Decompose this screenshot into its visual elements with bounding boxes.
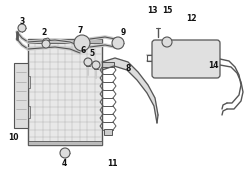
Text: 15: 15 bbox=[162, 6, 172, 15]
Circle shape bbox=[74, 35, 90, 51]
Circle shape bbox=[60, 148, 70, 158]
Circle shape bbox=[18, 24, 26, 32]
Bar bbox=[102, 62, 114, 67]
Bar bbox=[28, 106, 30, 118]
Circle shape bbox=[42, 40, 50, 48]
Text: 7: 7 bbox=[77, 26, 83, 35]
Bar bbox=[28, 141, 102, 145]
Circle shape bbox=[112, 37, 124, 49]
Polygon shape bbox=[102, 58, 158, 123]
Text: 4: 4 bbox=[61, 159, 67, 168]
Text: 10: 10 bbox=[8, 134, 18, 143]
Text: 14: 14 bbox=[208, 60, 218, 69]
Bar bbox=[28, 39, 102, 43]
Text: 12: 12 bbox=[186, 14, 196, 22]
Text: 6: 6 bbox=[80, 46, 86, 55]
Text: 13: 13 bbox=[147, 6, 157, 15]
Text: 11: 11 bbox=[107, 159, 117, 168]
Bar bbox=[28, 76, 30, 88]
Text: 3: 3 bbox=[19, 17, 25, 26]
Bar bbox=[28, 39, 102, 145]
Text: 2: 2 bbox=[41, 28, 47, 37]
Circle shape bbox=[84, 58, 92, 66]
Bar bbox=[104, 129, 112, 135]
Text: 5: 5 bbox=[90, 48, 95, 57]
Bar bbox=[14, 63, 28, 128]
FancyBboxPatch shape bbox=[152, 40, 220, 78]
Text: 8: 8 bbox=[125, 64, 131, 73]
Circle shape bbox=[162, 37, 172, 47]
Text: 9: 9 bbox=[120, 28, 126, 37]
Circle shape bbox=[92, 61, 100, 69]
